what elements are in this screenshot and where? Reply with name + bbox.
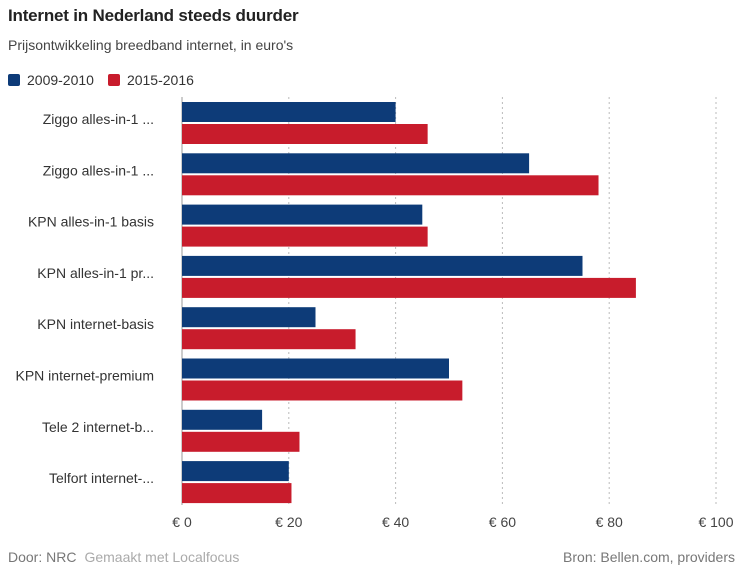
bar-2015-2016-7[interactable] (182, 483, 292, 504)
bar-2009-2010-1[interactable] (182, 153, 530, 174)
x-tick-label-60: € 60 (489, 514, 516, 530)
category-label-3: KPN alles-in-1 pr... (37, 265, 154, 281)
bar-2015-2016-6[interactable] (182, 431, 300, 452)
footer-credits: Door: NRC Gemaakt met Localfocus (8, 549, 239, 565)
category-label-4: KPN internet-basis (37, 316, 154, 332)
label-layer: € 0 € 20 € 40 € 60 € 80 € 100 Ziggo alles-in-1… (16, 111, 734, 530)
legend-item-series-2[interactable]: 2015-2016 (107, 72, 194, 88)
category-label-5: KPN internet-premium (16, 368, 155, 384)
x-tick-label-80: € 80 (596, 514, 623, 530)
x-tick-label-0: € 0 (172, 514, 192, 530)
chart-title: Internet in Nederland steeds duurder (8, 6, 299, 25)
chart-subtitle: Prijsontwikkeling breedband internet, in… (8, 37, 294, 53)
footer-source: Bron: Bellen.com, providers (563, 549, 735, 565)
footer-author: Door: NRC (8, 549, 77, 565)
bar-2015-2016-2[interactable] (182, 226, 428, 247)
bar-2009-2010-5[interactable] (182, 358, 449, 379)
category-label-6: Tele 2 internet-b... (42, 419, 154, 435)
bar-2015-2016-3[interactable] (182, 277, 636, 298)
legend-label-series-2: 2015-2016 (126, 72, 194, 88)
x-tick-label-40: € 40 (382, 514, 409, 530)
category-label-2: KPN alles-in-1 basis (28, 214, 154, 230)
bar-2009-2010-4[interactable] (182, 307, 316, 328)
bar-2015-2016-4[interactable] (182, 329, 356, 350)
legend-item-series-1[interactable]: 2009-2010 (8, 72, 94, 88)
x-tick-label-20: € 20 (275, 514, 302, 530)
category-label-0: Ziggo alles-in-1 ... (43, 111, 154, 127)
bar-2009-2010-2[interactable] (182, 204, 423, 225)
footer-made-with-link[interactable]: Gemaakt met Localfocus (84, 549, 240, 565)
legend-swatch-series-1 (8, 74, 20, 86)
bar-2009-2010-6[interactable] (182, 409, 263, 430)
bar-2015-2016-0[interactable] (182, 124, 428, 144)
bar-layer (182, 102, 636, 504)
bar-2009-2010-3[interactable] (182, 255, 583, 276)
bar-2015-2016-5[interactable] (182, 380, 463, 401)
x-tick-label-100: € 100 (698, 514, 733, 530)
bar-2015-2016-1[interactable] (182, 175, 599, 196)
bar-chart: € 0 € 20 € 40 € 60 € 80 € 100 Ziggo alles-in-1… (16, 97, 734, 530)
category-label-1: Ziggo alles-in-1 ... (43, 162, 154, 178)
legend-label-series-1: 2009-2010 (27, 72, 94, 88)
bar-2009-2010-0[interactable] (182, 102, 396, 122)
bar-2009-2010-7[interactable] (182, 461, 289, 482)
legend: 2009-2010 2015-2016 (8, 72, 208, 88)
legend-swatch-series-2 (107, 74, 120, 86)
category-label-7: Telfort internet-... (49, 470, 154, 486)
